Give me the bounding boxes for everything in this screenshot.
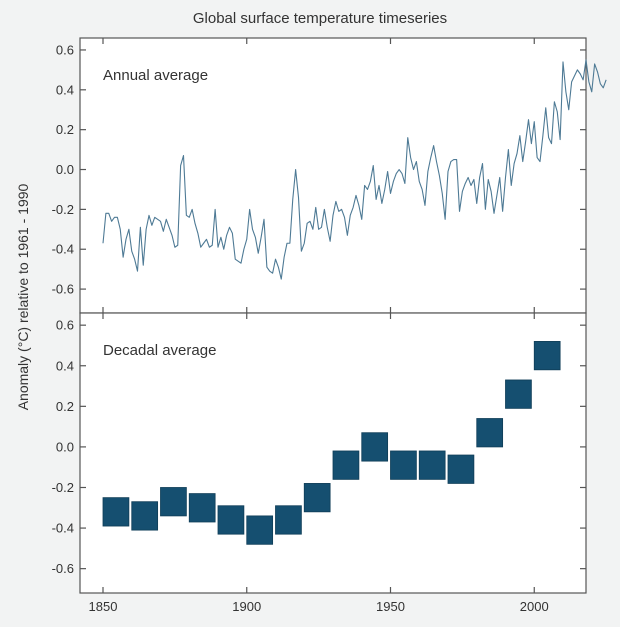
decadal-box [332,450,360,480]
decadal-box [505,379,532,409]
decadal-box [246,515,274,545]
annual-ytick-label: 0.6 [56,42,74,57]
decadal-box [188,493,216,523]
decadal-ytick-label: -0.6 [52,561,74,576]
decadal-box [102,497,130,527]
decadal-ytick-label: 0.0 [56,439,74,454]
decadal-x-axis [102,313,535,593]
annual-ytick-label: -0.4 [52,242,74,257]
decadal-ytick-label: -0.4 [52,521,74,536]
decadal-box [131,501,159,531]
decadal-ytick-label: 0.6 [56,318,74,333]
x-tick-label: 1900 [232,599,261,614]
panel-decadal: -0.6 -0.4 -0.2 0.0 0.2 0.4 0.6 Decadal average [52,312,587,594]
annual-ytick-label: 0.4 [56,82,74,97]
decadal-box [303,483,331,513]
panel-annual: -0.6 -0.4 -0.2 0.0 0.2 0.4 0.6 Annual average [52,37,607,314]
annual-points [102,59,607,280]
annual-panel-label: Annual average [103,67,208,84]
x-tick-label: 1950 [376,599,405,614]
annual-plot-frame [79,37,587,314]
annual-y-axis: -0.6 -0.4 -0.2 0.0 0.2 0.4 0.6 [52,42,586,297]
x-tick-label: 1850 [89,599,118,614]
x-tick-labels: 1850 1900 1950 2000 [89,599,549,614]
decadal-ytick-label: -0.2 [52,480,74,495]
decadal-ytick-label: 0.2 [56,399,74,414]
decadal-box [390,450,417,480]
decadal-box [160,487,187,517]
annual-series-line [102,59,607,280]
decadal-box [533,341,561,371]
decadal-box [476,418,504,448]
annual-ytick-label: -0.6 [52,282,74,297]
decadal-box [418,450,446,480]
decadal-panel-label: Decadal average [103,342,216,359]
annual-x-axis [102,38,535,313]
annual-ytick-label: 0.2 [56,122,74,137]
annual-ytick-label: -0.2 [52,202,74,217]
decadal-ytick-label: 0.4 [56,358,74,373]
x-tick-label: 2000 [520,599,549,614]
annual-ytick-label: 0.0 [56,162,74,177]
decadal-boxes [102,341,561,545]
decadal-box [275,505,302,535]
y-axis-label: Anomaly (°C) relative to 1961 - 1990 [15,183,31,410]
decadal-box [217,505,245,535]
chart-title: Global surface temperature timeseries [193,10,447,27]
decadal-box [361,432,389,462]
decadal-box [447,454,475,484]
decadal-y-axis: -0.6 -0.4 -0.2 0.0 0.2 0.4 0.6 [52,318,586,576]
